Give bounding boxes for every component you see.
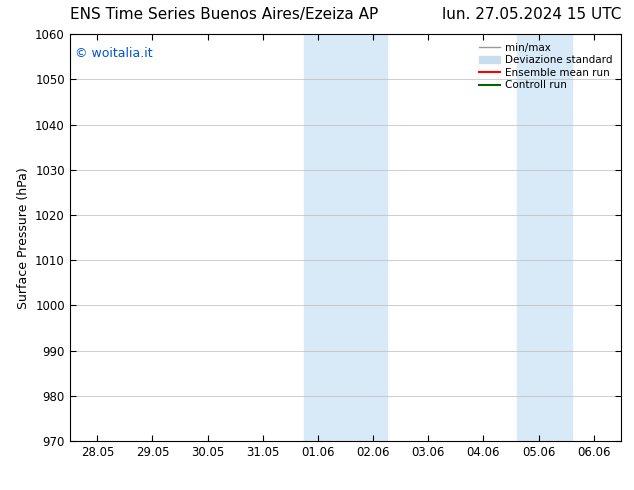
Text: lun. 27.05.2024 15 UTC: lun. 27.05.2024 15 UTC [442, 7, 621, 22]
Y-axis label: Surface Pressure (hPa): Surface Pressure (hPa) [16, 167, 30, 309]
Bar [517, 34, 572, 441]
Bar [304, 34, 387, 441]
Legend: min/max, Deviazione standard, Ensemble mean run, Controll run: min/max, Deviazione standard, Ensemble m… [476, 40, 616, 94]
Text: © woitalia.it: © woitalia.it [75, 47, 153, 59]
Text: ENS Time Series Buenos Aires/Ezeiza AP: ENS Time Series Buenos Aires/Ezeiza AP [70, 7, 378, 22]
Title: ENS Time Series Buenos Aires/Ezeiza AP          lun. 27.05.2024 15 UTC: ENS Time Series Buenos Aires/Ezeiza AP l… [0, 489, 1, 490]
